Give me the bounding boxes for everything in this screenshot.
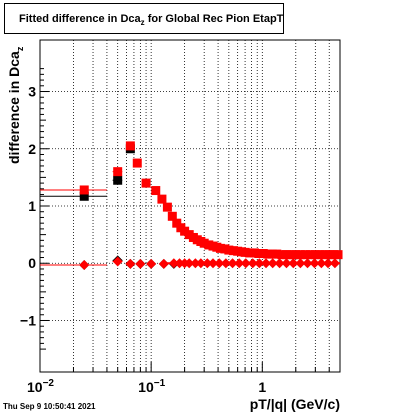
sigma-point (202, 258, 213, 269)
mean-point (245, 248, 255, 258)
grid-layer (40, 40, 341, 372)
sigma-point (261, 258, 272, 269)
sigma-point (146, 258, 157, 269)
tick-label-layer: −1 0 1 2 3 10−2 10−1 1 (20, 84, 266, 395)
mean-point (157, 194, 167, 204)
sigma-point (220, 258, 231, 269)
mean-point (141, 178, 151, 188)
mean-point (167, 211, 177, 221)
mean-point (162, 202, 172, 212)
mean-point (272, 249, 282, 259)
mean-point (199, 238, 209, 248)
sigma-point (316, 258, 327, 269)
mean-point (286, 250, 296, 260)
sigma-point (240, 258, 251, 269)
mean-point (224, 245, 234, 255)
y-tick-label: 1 (28, 198, 36, 214)
sigma-point (168, 258, 179, 269)
sigma-point (184, 258, 195, 269)
sigma-point (274, 258, 285, 269)
sigma-point (195, 258, 206, 269)
y-tick-label: 0 (28, 255, 36, 271)
sigma-point (135, 258, 146, 269)
y-tick-label: 3 (28, 84, 36, 100)
sigma-point (295, 258, 306, 269)
sigma-point (234, 258, 245, 269)
x-tick-label: 10−2 (27, 378, 54, 395)
mean-point (310, 250, 320, 260)
sigma-point (174, 258, 185, 269)
chart-title: Fitted difference in Dcaz for Global Rec… (19, 13, 284, 28)
mean-point (113, 167, 123, 177)
sigma-point (214, 258, 225, 269)
mean-point (180, 226, 190, 236)
sigma-point (329, 258, 340, 269)
sigma-point (254, 258, 265, 269)
mean-point (151, 186, 161, 196)
sigma-point (112, 256, 123, 267)
sigma-point (309, 258, 320, 269)
mean-point (172, 218, 182, 228)
sigma-point (158, 258, 169, 269)
mean-point (132, 158, 142, 168)
mean-point (113, 175, 123, 185)
mean-point (277, 250, 287, 260)
mean-point (240, 247, 250, 257)
mean-point (79, 185, 89, 195)
sigma-point (267, 258, 278, 269)
sigma-point (247, 258, 258, 269)
mean-point (324, 250, 334, 260)
chart-title-box: Fitted difference in Dcaz for Global Rec… (4, 3, 284, 34)
mean-point (295, 250, 305, 260)
sigma-point (125, 258, 136, 269)
y-tick-label: 2 (28, 141, 36, 157)
mean-point (305, 250, 315, 260)
mean-point (333, 250, 343, 260)
timestamp: Thu Sep 9 10:50:41 2021 (3, 402, 96, 411)
data-layer (40, 141, 343, 270)
sigma-point (79, 259, 90, 270)
y-axis-label: difference in Dcaz (6, 46, 25, 164)
mean-point (301, 250, 311, 260)
sigma-point (288, 258, 299, 269)
sigma-point (207, 258, 218, 269)
mean-point (291, 250, 301, 260)
sigma-point (323, 258, 334, 269)
x-tick-label: 10−1 (138, 378, 165, 395)
mean-point (315, 250, 325, 260)
sigma-point (281, 258, 292, 269)
sigma-point (302, 258, 313, 269)
sigma-point (227, 258, 238, 269)
x-tick-label: 1 (258, 379, 266, 395)
mean-point (79, 191, 89, 201)
sigma-point (190, 258, 201, 269)
axis-layer (39, 39, 341, 373)
mean-point (125, 141, 135, 151)
y-tick-label: −1 (20, 312, 36, 328)
mean-point (258, 249, 268, 259)
x-axis-label: pT/|q| (GeV/c) (249, 396, 340, 412)
mean-point (263, 249, 273, 259)
